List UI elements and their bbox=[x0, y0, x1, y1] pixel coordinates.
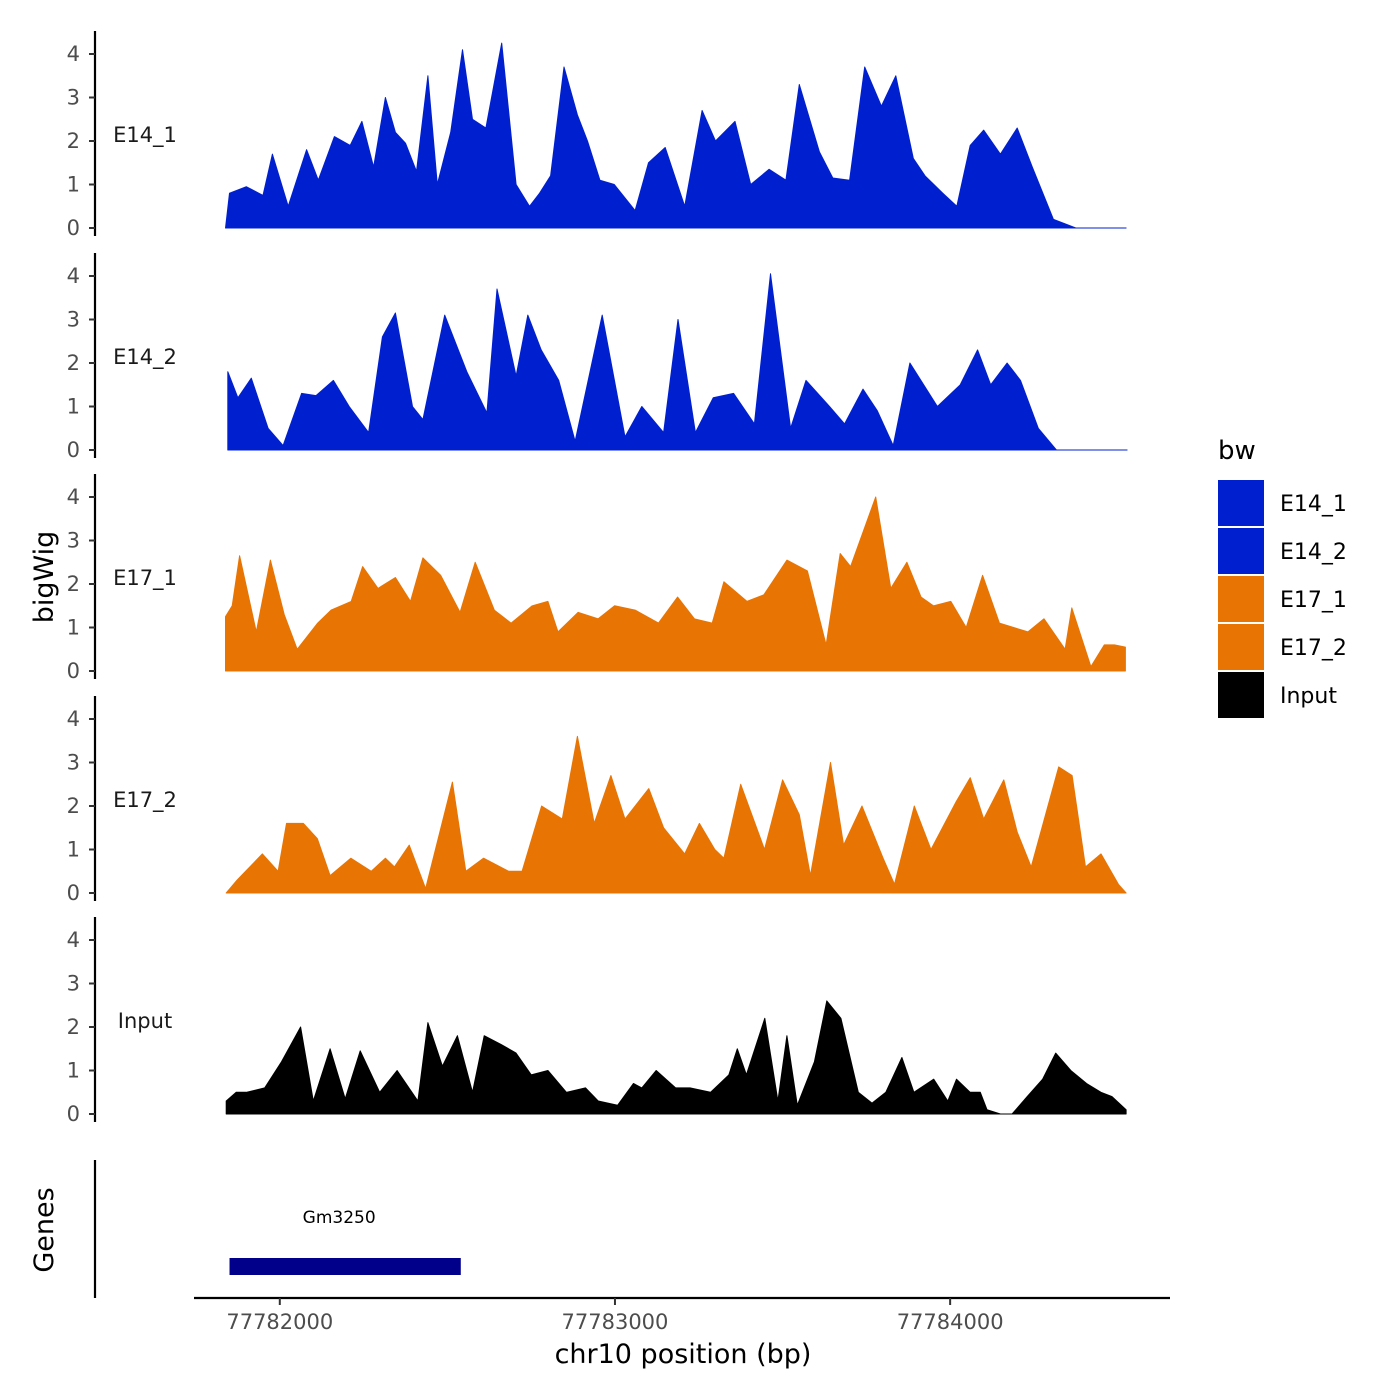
area-series-E14_1 bbox=[225, 42, 1127, 229]
legend-swatch-E14_2 bbox=[1218, 528, 1264, 574]
legend-label-E14_1: E14_1 bbox=[1280, 492, 1347, 517]
y-tick-label: 2 bbox=[67, 1015, 80, 1039]
track-panel-E14_2: 0 1 2 3 4 E14_2 bbox=[67, 253, 1128, 462]
track-label-Input: Input bbox=[118, 1009, 172, 1033]
genes-track: Gm3250 bbox=[93, 1160, 461, 1298]
y-tick-label: 1 bbox=[67, 616, 80, 640]
y-tick-label: 0 bbox=[67, 881, 80, 905]
legend-label-E14_2: E14_2 bbox=[1280, 540, 1347, 565]
y-tick-label: 1 bbox=[67, 173, 80, 197]
genes-axis-title: Genes bbox=[29, 1187, 60, 1272]
track-panel-E17_1: 0 1 2 3 4 E17_1 bbox=[67, 474, 1126, 683]
y-tick-label: 4 bbox=[67, 485, 80, 509]
gene-label-Gm3250: Gm3250 bbox=[303, 1208, 376, 1228]
legend-swatch-E17_2 bbox=[1218, 624, 1264, 670]
x-tick-label: 77784000 bbox=[897, 1310, 1004, 1334]
x-axis: 77782000 77783000 77784000 bbox=[194, 1296, 1170, 1334]
legend-title: bw bbox=[1218, 436, 1256, 466]
y-tick-label: 4 bbox=[67, 928, 80, 952]
y-tick-label: 0 bbox=[67, 216, 80, 240]
y-tick-label: 1 bbox=[67, 395, 80, 419]
track-panel-E17_2: 0 1 2 3 4 E17_2 bbox=[67, 696, 1127, 905]
x-tick-label: 77783000 bbox=[562, 1310, 669, 1334]
area-series-E17_2 bbox=[225, 735, 1127, 894]
legend-swatch-Input bbox=[1218, 672, 1264, 718]
legend-label-E17_1: E17_1 bbox=[1280, 588, 1347, 613]
x-tick-label: 77782000 bbox=[226, 1310, 333, 1334]
track-label-E14_1: E14_1 bbox=[113, 123, 177, 148]
x-axis-title: chr10 position (bp) bbox=[555, 1339, 812, 1370]
y-tick-label: 2 bbox=[67, 351, 80, 375]
tracks-group: 0 1 2 3 4 E14_1 0 1 2 3 4 E14_2 0 1 2 3 4 E17_1 0 1 2 3 4 E17_2… bbox=[67, 31, 1128, 1126]
y-tick-label: 2 bbox=[67, 794, 80, 818]
track-label-E17_2: E17_2 bbox=[113, 788, 177, 813]
area-series-E17_1 bbox=[225, 496, 1126, 672]
y-tick-label: 4 bbox=[67, 707, 80, 731]
gene-body-Gm3250 bbox=[229, 1258, 461, 1275]
y-tick-label: 0 bbox=[67, 1102, 80, 1126]
track-panel-E14_1: 0 1 2 3 4 E14_1 bbox=[67, 31, 1127, 240]
y-tick-label: 3 bbox=[67, 972, 80, 996]
legend-swatch-E14_1 bbox=[1218, 480, 1264, 526]
legend-label-E17_2: E17_2 bbox=[1280, 636, 1347, 661]
y-tick-label: 1 bbox=[67, 1059, 80, 1083]
y-axis-title: bigWig bbox=[29, 531, 60, 624]
y-tick-label: 4 bbox=[67, 42, 80, 66]
y-tick-label: 3 bbox=[67, 529, 80, 553]
y-tick-label: 2 bbox=[67, 129, 80, 153]
y-tick-label: 3 bbox=[67, 308, 80, 332]
track-label-E17_1: E17_1 bbox=[113, 566, 177, 591]
y-tick-label: 4 bbox=[67, 264, 80, 288]
y-tick-label: 0 bbox=[67, 659, 80, 683]
y-tick-label: 1 bbox=[67, 838, 80, 862]
y-tick-label: 2 bbox=[67, 572, 80, 596]
track-panel-Input: 0 1 2 3 4 Input bbox=[67, 917, 1127, 1126]
legend-swatch-E17_1 bbox=[1218, 576, 1264, 622]
y-tick-label: 0 bbox=[67, 438, 80, 462]
area-series-E14_2 bbox=[227, 273, 1128, 451]
y-tick-label: 3 bbox=[67, 751, 80, 775]
legend: bw E14_1 E14_2 E17_1 E17_2 Input bbox=[1218, 436, 1347, 718]
legend-label-Input: Input bbox=[1280, 684, 1337, 709]
track-label-E14_2: E14_2 bbox=[113, 345, 177, 370]
y-tick-label: 3 bbox=[67, 86, 80, 110]
area-series-Input bbox=[225, 1000, 1127, 1115]
